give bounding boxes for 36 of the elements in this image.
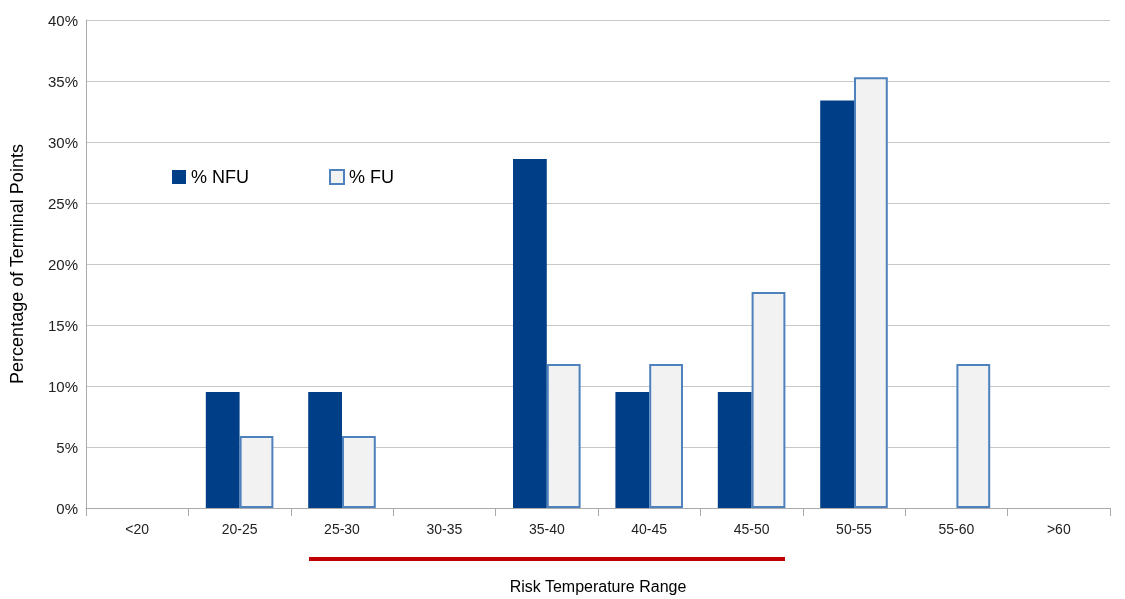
x-tick-label: 40-45 [631, 521, 668, 537]
y-tick-label: 15% [47, 316, 78, 334]
y-tick-label: 25% [47, 194, 78, 212]
bar [513, 159, 547, 508]
x-tick-label: <20 [125, 521, 150, 537]
bar [854, 77, 888, 508]
y-tick-label: 20% [47, 255, 78, 273]
bar [239, 436, 274, 508]
x-tick-label: >60 [1046, 521, 1071, 537]
y-tick-label: 10% [47, 377, 78, 395]
bar [717, 392, 752, 508]
y-axis-title: Percentage of Terminal Points [7, 144, 27, 384]
bar [820, 100, 854, 508]
bar [342, 436, 376, 508]
x-tick-label: 50-55 [836, 521, 873, 537]
x-tick-label: 20-25 [221, 521, 258, 537]
y-tick-label: 5% [56, 438, 78, 456]
x-axis-title: Risk Temperature Range [509, 577, 687, 595]
x-tick-label: 45-50 [733, 521, 770, 537]
bar [308, 392, 342, 508]
bar [649, 364, 683, 508]
bar [205, 392, 240, 508]
y-tick-label: 30% [47, 133, 78, 151]
bar [956, 364, 991, 508]
legend-label: % NFU [191, 167, 249, 187]
x-tick-label: 30-35 [426, 521, 463, 537]
y-tick-label: 35% [47, 72, 78, 90]
y-tick-label: 40% [47, 11, 78, 29]
bar [751, 292, 786, 508]
bar [546, 364, 581, 508]
x-tick-label: 35-40 [528, 521, 565, 537]
bar [615, 392, 650, 508]
legend-label: % FU [349, 167, 394, 187]
x-tick-label: 25-30 [324, 521, 361, 537]
x-tick-label: 55-60 [938, 521, 975, 537]
y-tick-label: 0% [56, 499, 78, 517]
